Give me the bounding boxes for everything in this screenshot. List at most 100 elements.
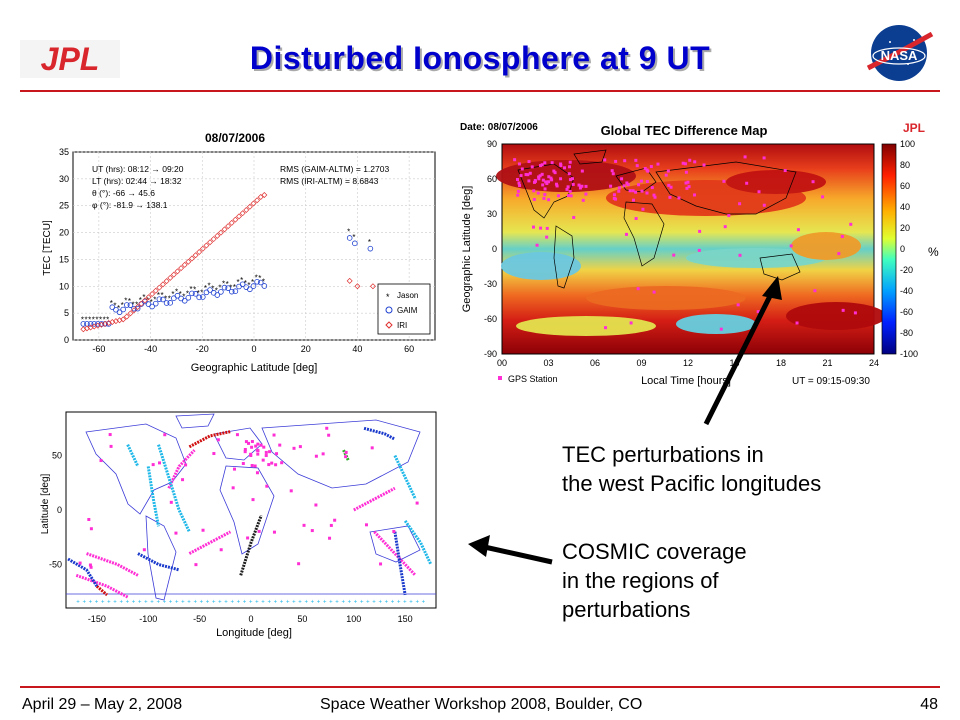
- map-xtick-label: 06: [590, 358, 600, 368]
- occultation-track: [188, 430, 231, 449]
- map-ytick-label: 90: [487, 139, 497, 149]
- cosmic-xtick-label: 0: [248, 614, 253, 624]
- jason-point: *: [229, 283, 232, 292]
- tec-ytick-label: 5: [64, 308, 69, 318]
- gps-station-dot: [645, 179, 649, 183]
- map-title: Global TEC Difference Map: [601, 123, 768, 138]
- occultation-track: [137, 552, 180, 572]
- gps-station-dot: [543, 187, 547, 191]
- gps-station-dot: [629, 321, 633, 325]
- jason-point: *: [262, 278, 265, 287]
- gaim-point: [254, 278, 260, 285]
- gaim-point: [239, 281, 246, 288]
- gaim-point: [134, 305, 141, 312]
- caption-2-line-1: COSMIC coverage: [562, 539, 747, 564]
- jason-point: *: [171, 290, 174, 299]
- iri-point: [149, 291, 156, 298]
- jason-point: *: [179, 290, 182, 299]
- gps-station-dot: [623, 159, 627, 163]
- iri-point: [178, 265, 185, 272]
- gaim-point: [185, 294, 192, 301]
- gps-station-dot: [664, 173, 668, 177]
- gps-station-dot: [415, 501, 419, 505]
- gps-station-dot: [541, 183, 545, 187]
- tec-ytick-label: 10: [59, 281, 69, 291]
- jason-point: *: [240, 276, 243, 285]
- gps-station-dot: [550, 161, 554, 165]
- gps-station-dot: [604, 326, 608, 330]
- gps-station-dot: [344, 450, 348, 454]
- gps-station-dot: [722, 179, 726, 183]
- occultation-track: [393, 454, 417, 500]
- gps-station-dot: [524, 173, 528, 177]
- polar-station-marker: +: [95, 600, 99, 606]
- gaim-point: [232, 288, 239, 294]
- legend-jason: Jason: [397, 291, 418, 300]
- gps-station-dot: [540, 163, 544, 167]
- gps-station-dot: [719, 327, 723, 331]
- gps-station-dot: [194, 563, 198, 567]
- tec-xtick-label: -60: [92, 344, 105, 354]
- gps-station-dot: [541, 178, 545, 182]
- polar-station-marker: +: [119, 600, 123, 606]
- colorbar-tick-label: -40: [900, 286, 913, 296]
- gaim-point: [116, 309, 123, 316]
- gps-station-dot: [652, 193, 656, 197]
- tec-ytick-label: 25: [59, 201, 69, 211]
- gps-station-dot: [636, 287, 640, 291]
- colorbar-tick-label: -100: [900, 349, 918, 359]
- polar-station-marker: +: [422, 600, 426, 606]
- gps-station-dot: [584, 184, 588, 188]
- annotation-arrows: [468, 276, 782, 565]
- gaim-point: [200, 294, 206, 300]
- gaim-point: [367, 245, 374, 252]
- footer-divider: [20, 686, 940, 688]
- gps-station-dot: [738, 202, 742, 206]
- jason-point: *: [124, 297, 127, 306]
- caption-1-line-1: TEC perturbations in: [562, 442, 764, 467]
- gps-station-dot: [249, 453, 253, 457]
- cosmic-ytick-label: -50: [49, 559, 62, 569]
- map-xtick-label: 00: [497, 358, 507, 368]
- gps-station-dot: [686, 180, 690, 184]
- gps-station-dot: [212, 452, 216, 456]
- iri-point: [207, 239, 214, 246]
- tec-latitude-plot: 08/07/2006 35 30 25 20 15 10 5 0 -60 -40 -20 0 20 40…: [40, 128, 440, 380]
- jason-point: *: [352, 233, 355, 242]
- polar-station-marker: +: [175, 600, 179, 606]
- gps-station-dot: [757, 190, 761, 194]
- gps-station-dot: [256, 449, 260, 453]
- gps-station-dot: [628, 189, 632, 193]
- iri-point: [188, 255, 195, 262]
- jpl-logo: JPL: [20, 40, 120, 78]
- arrow-to-tec-map: [703, 282, 779, 426]
- gps-station-dot: [314, 454, 318, 458]
- gaim-point: [218, 289, 224, 295]
- gps-station-dot: [219, 548, 223, 552]
- polar-station-marker: +: [249, 600, 253, 606]
- iri-point: [239, 210, 246, 217]
- gps-station-dot: [617, 189, 621, 193]
- jason-point: *: [142, 293, 145, 302]
- gaim-point: [127, 302, 134, 308]
- gaim-point: [346, 235, 353, 241]
- iri-point: [232, 216, 239, 223]
- gps-station-dot: [257, 529, 261, 533]
- arrow-head-left: [468, 535, 490, 557]
- gps-station-dot: [612, 193, 616, 197]
- gps-station-dot: [617, 186, 621, 190]
- gps-station-dot: [302, 523, 306, 527]
- gps-station-dot: [555, 184, 559, 188]
- cosmic-map-area: [65, 411, 437, 609]
- jason-point: *: [189, 285, 192, 294]
- gps-station-dot: [568, 165, 572, 169]
- polar-station-marker: +: [391, 600, 395, 606]
- gaim-point: [181, 297, 188, 304]
- arrow-head-up: [762, 276, 782, 300]
- occultation-track: [373, 530, 417, 577]
- polar-station-marker: +: [187, 600, 191, 606]
- map-ytick-label: 30: [487, 209, 497, 219]
- gps-station-dot: [544, 180, 548, 184]
- gps-station-dot: [528, 171, 532, 175]
- gps-station-dot: [256, 442, 260, 446]
